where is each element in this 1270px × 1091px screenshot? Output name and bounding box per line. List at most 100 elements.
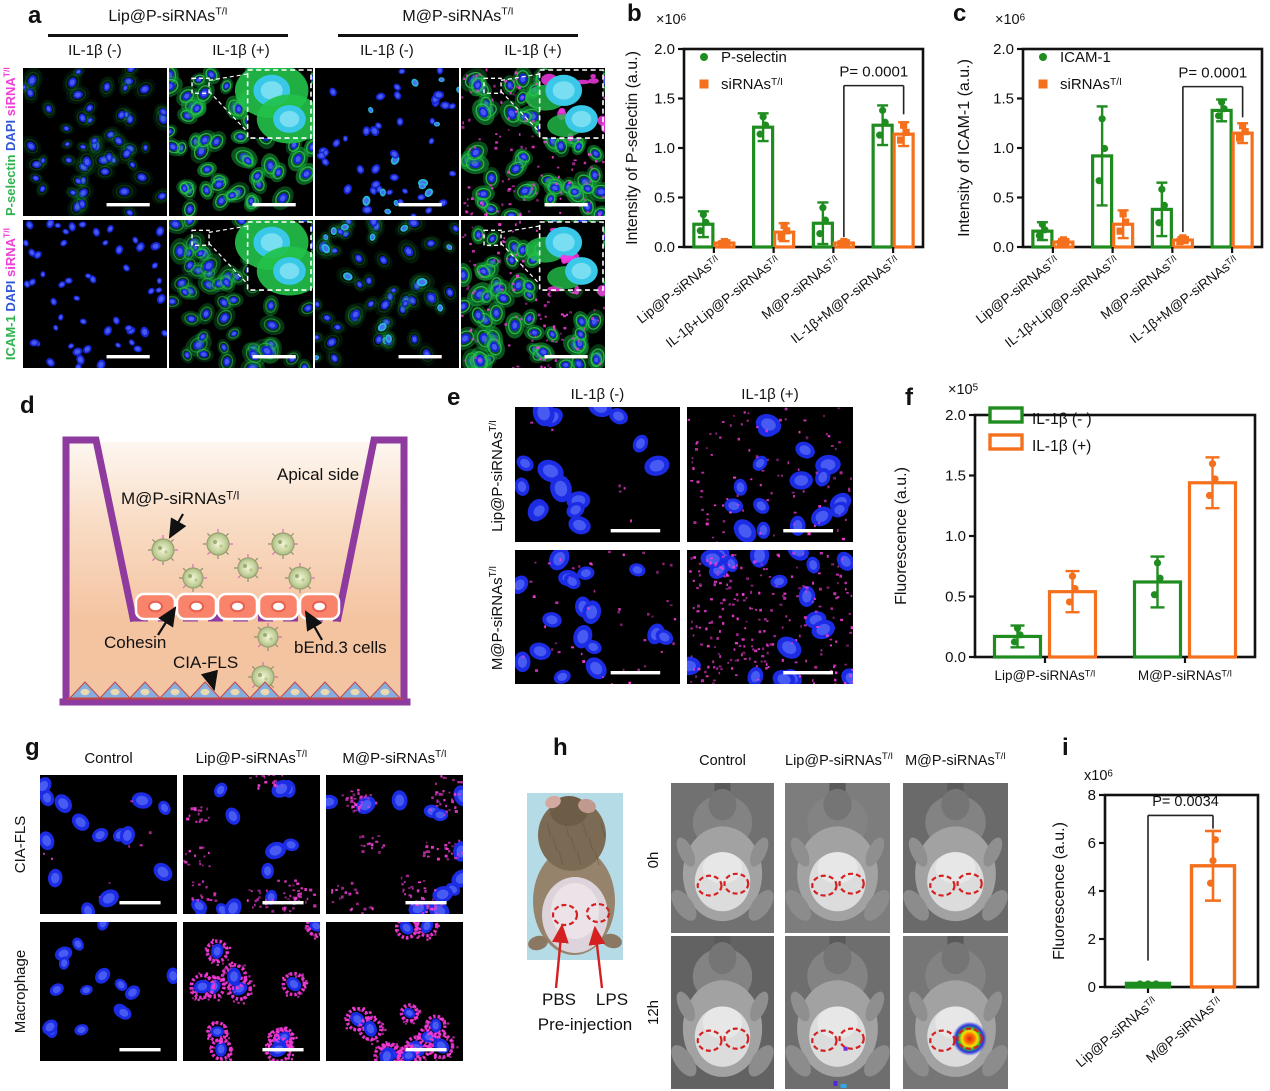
panel-h-col-header: M@P-siRNAsT/I bbox=[905, 751, 1006, 769]
svg-text:IL-1β+M@P-siRNAsT/I: IL-1β+M@P-siRNAsT/I bbox=[788, 253, 902, 347]
svg-text:siRNAsT/I: siRNAsT/I bbox=[1060, 76, 1122, 93]
micro-image bbox=[183, 922, 320, 1061]
micro-image bbox=[169, 220, 313, 368]
svg-text:0.0: 0.0 bbox=[993, 239, 1014, 256]
panel-g-letter: g bbox=[25, 734, 40, 761]
micro-image bbox=[326, 775, 463, 914]
svg-text:1.0: 1.0 bbox=[945, 528, 966, 545]
svg-text:6: 6 bbox=[1088, 835, 1096, 852]
micro-image bbox=[326, 922, 463, 1061]
panel-f-letter: f bbox=[905, 384, 913, 411]
panel-g-col-header: Control bbox=[84, 750, 133, 767]
panel-a-col-header: IL-1β (+) bbox=[212, 42, 270, 59]
micro-image bbox=[23, 220, 167, 368]
svg-text:×106: ×106 bbox=[656, 12, 687, 28]
mouse-image bbox=[903, 936, 1008, 1089]
svg-text:Fluorescence (a.u.): Fluorescence (a.u.) bbox=[893, 467, 910, 605]
panel-a-group-header-2: M@P-siRNAsT/I bbox=[402, 5, 514, 25]
panel-g-row-label-2: Macrophage bbox=[12, 949, 29, 1034]
panel-a-row-label-top: P-selectin DAPI siRNAT/I bbox=[1, 67, 18, 216]
panel-e-col-header: IL-1β (+) bbox=[741, 386, 799, 403]
svg-text:1.5: 1.5 bbox=[993, 91, 1014, 108]
injection-arrows bbox=[490, 730, 1050, 1091]
svg-text:Intensity of P-selectin (a.u.): Intensity of P-selectin (a.u.) bbox=[624, 51, 641, 245]
svg-text:IL-1β+Lip@P-siRNAsT/I: IL-1β+Lip@P-siRNAsT/I bbox=[1002, 253, 1121, 351]
pre-injection-label: Pre-injection bbox=[537, 1015, 633, 1034]
panel-i-letter: i bbox=[1062, 734, 1069, 761]
svg-text:1.0: 1.0 bbox=[654, 140, 675, 157]
panel-a-col-header: IL-1β (+) bbox=[504, 42, 562, 59]
svg-text:P= 0.0001: P= 0.0001 bbox=[839, 64, 908, 81]
panel-d-letter: d bbox=[20, 392, 35, 419]
panel-c-letter: c bbox=[953, 0, 967, 27]
svg-text:0: 0 bbox=[1088, 979, 1096, 996]
panel-e-row-label-1: Lip@P-siRNAsT/I bbox=[488, 420, 506, 532]
chart-i: 0 2 4 6 8 x106 Fluorescence (a.u.) Lip@P-siRNAs… bbox=[1050, 730, 1270, 1091]
svg-text:2: 2 bbox=[1088, 931, 1096, 948]
svg-text:1.5: 1.5 bbox=[654, 91, 675, 108]
micro-image bbox=[23, 68, 167, 216]
svg-text:2.0: 2.0 bbox=[945, 407, 966, 424]
panel-b-letter: b bbox=[627, 0, 642, 27]
micro-image bbox=[515, 550, 680, 684]
svg-text:CIA-FLS: CIA-FLS bbox=[173, 653, 238, 672]
mouse-image bbox=[903, 783, 1008, 933]
svg-text:Intensity of ICAM-1 (a.u.): Intensity of ICAM-1 (a.u.) bbox=[956, 59, 973, 237]
transwell-diagram: Apical side M@P-siRNAsT/I Cohesin bEnd.3 ce… bbox=[0, 390, 450, 722]
panel-a-row-label-bottom: ICAM-1 DAPI siRNAT/I bbox=[1, 227, 18, 361]
micro-image bbox=[169, 68, 313, 216]
svg-text:IL-1β+Lip@P-siRNAsT/I: IL-1β+Lip@P-siRNAsT/I bbox=[663, 253, 782, 351]
panel-a-group-header-1: Lip@P-siRNAsT/I bbox=[108, 5, 228, 25]
chart-f: 0.0 0.5 1.0 1.5 2.0 ×105 Fluorescence (a.u.) Li… bbox=[880, 378, 1270, 720]
panel-a-letter: a bbox=[28, 2, 42, 29]
micro-image bbox=[461, 220, 605, 368]
mouse-image bbox=[785, 783, 890, 933]
svg-text:ICAM-1: ICAM-1 bbox=[1060, 49, 1111, 66]
mouse-image bbox=[785, 936, 890, 1089]
svg-text:P-selectin: P-selectin bbox=[721, 49, 787, 66]
micro-image bbox=[315, 220, 459, 368]
svg-text:M@P-siRNAsT/I: M@P-siRNAsT/I bbox=[1143, 994, 1225, 1066]
svg-text:1.5: 1.5 bbox=[945, 468, 966, 485]
panel-h-col-header: Lip@P-siRNAsT/I bbox=[785, 751, 894, 769]
panel-e-col-header: IL-1β (-) bbox=[570, 386, 625, 403]
svg-text:M@P-siRNAsT/I: M@P-siRNAsT/I bbox=[121, 489, 240, 508]
pbs-label: PBS bbox=[541, 990, 577, 1009]
svg-text:1.0: 1.0 bbox=[993, 140, 1014, 157]
panel-a-col-header: IL-1β (-) bbox=[68, 42, 122, 59]
svg-text:0.5: 0.5 bbox=[993, 190, 1014, 207]
chart-c: 0.0 0.5 1.0 1.5 2.0 ×106 Intensity of ICAM-1 (… bbox=[945, 0, 1270, 375]
micro-image bbox=[687, 550, 853, 684]
svg-text:2.0: 2.0 bbox=[654, 41, 675, 58]
panel-a-col-header: IL-1β (-) bbox=[360, 42, 414, 59]
lps-label: LPS bbox=[595, 990, 629, 1009]
mouse-image bbox=[671, 783, 774, 933]
micro-image bbox=[687, 407, 853, 542]
panel-h-letter: h bbox=[553, 734, 568, 761]
svg-text:2.0: 2.0 bbox=[993, 41, 1014, 58]
svg-text:M@P-siRNAsT/I: M@P-siRNAsT/I bbox=[1138, 668, 1232, 683]
mouse-image bbox=[671, 936, 774, 1089]
svg-text:Fluorescence (a.u.): Fluorescence (a.u.) bbox=[1051, 822, 1068, 960]
group-underline bbox=[338, 34, 578, 37]
svg-text:IL-1β+M@P-siRNAsT/I: IL-1β+M@P-siRNAsT/I bbox=[1127, 253, 1241, 347]
svg-text:IL-1β (+): IL-1β (+) bbox=[1032, 438, 1091, 455]
micro-image bbox=[40, 775, 177, 914]
svg-text:×105: ×105 bbox=[948, 382, 979, 398]
svg-text:4: 4 bbox=[1088, 883, 1096, 900]
group-underline bbox=[48, 34, 288, 37]
svg-text:P= 0.0001: P= 0.0001 bbox=[1178, 65, 1247, 82]
svg-text:0.0: 0.0 bbox=[945, 649, 966, 666]
svg-text:siRNAsT/I: siRNAsT/I bbox=[721, 76, 783, 93]
svg-text:0.0: 0.0 bbox=[654, 239, 675, 256]
svg-text:P= 0.0034: P= 0.0034 bbox=[1152, 794, 1219, 810]
svg-text:0.5: 0.5 bbox=[654, 190, 675, 207]
chart-b: 0.0 0.5 1.0 1.5 2.0 ×106 Intensity of P-select… bbox=[620, 0, 945, 375]
micro-image bbox=[315, 68, 459, 216]
svg-text:x106: x106 bbox=[1084, 768, 1113, 784]
svg-text:bEnd.3 cells: bEnd.3 cells bbox=[294, 638, 387, 657]
svg-text:Apical side: Apical side bbox=[277, 465, 359, 484]
micro-image bbox=[183, 775, 320, 914]
svg-text:Cohesin: Cohesin bbox=[104, 633, 166, 652]
micro-image bbox=[461, 68, 605, 216]
